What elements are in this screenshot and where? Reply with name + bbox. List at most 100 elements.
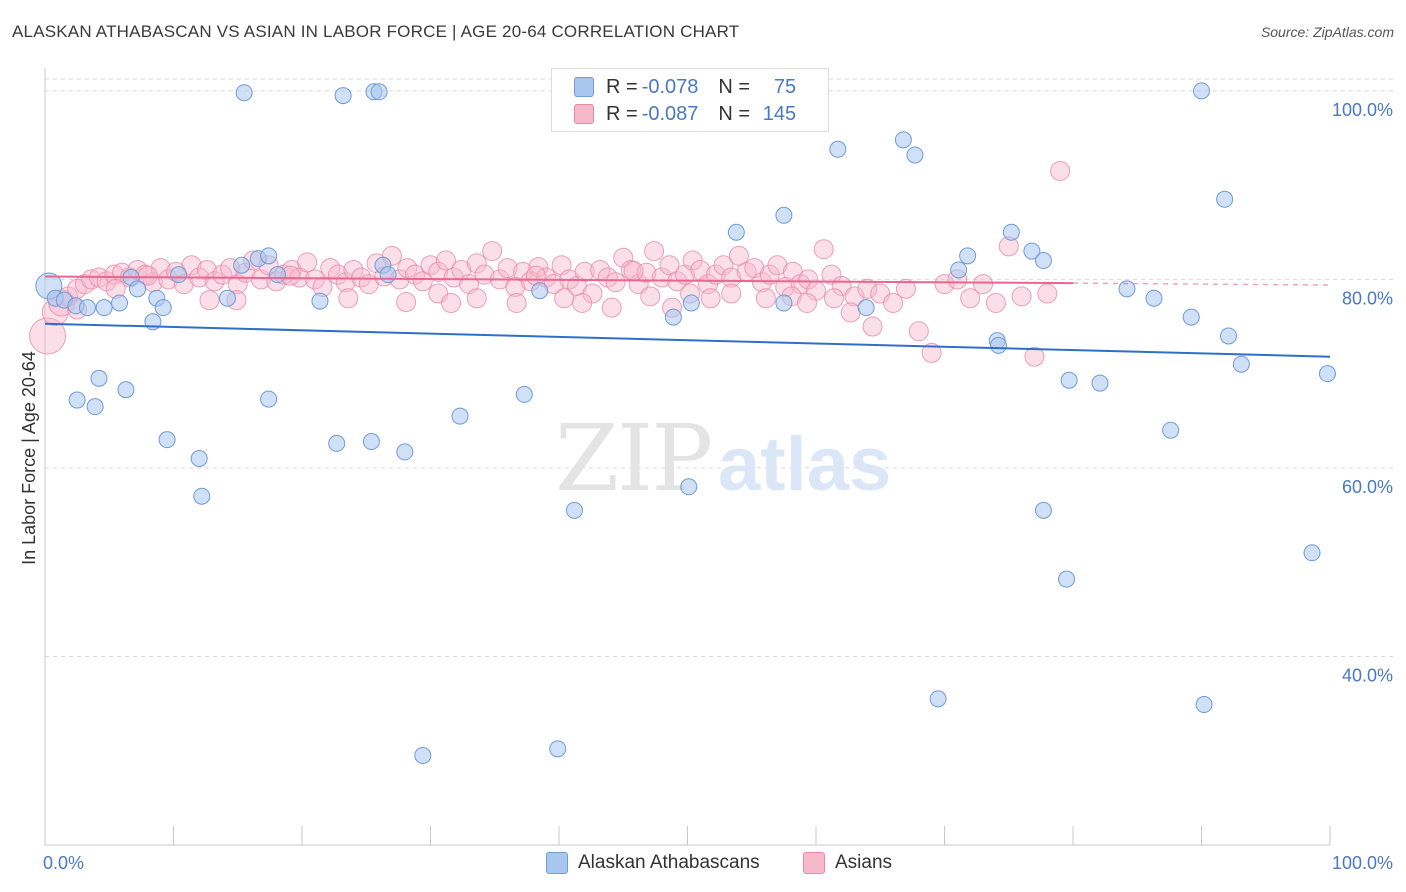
- asian-point: [640, 286, 661, 307]
- asian-point: [554, 288, 575, 309]
- asian-point: [813, 239, 834, 260]
- asian-point: [1037, 283, 1058, 304]
- asian-point: [574, 261, 595, 282]
- athabascan-trend-line: [44, 322, 1331, 358]
- gridlines: [45, 78, 1395, 657]
- athabascan-point: [193, 487, 211, 505]
- asian-point: [973, 274, 994, 295]
- athabascan-point: [531, 282, 549, 300]
- asians-points: [29, 160, 1071, 367]
- asian-point: [644, 241, 665, 262]
- athabascan-point: [154, 299, 172, 317]
- asian-point: [721, 267, 742, 288]
- x-tick-label-min: 0.0%: [43, 853, 84, 873]
- asian-point: [960, 288, 981, 309]
- r-label: R =: [606, 102, 638, 125]
- athabascan-point: [1145, 289, 1163, 307]
- athabascan-point: [95, 299, 113, 317]
- legend-item-athabascan[interactable]: Alaskan Athabascans: [546, 852, 760, 874]
- asian-point: [29, 317, 67, 355]
- athabascan-point: [311, 292, 329, 310]
- athabascan-point: [1002, 223, 1020, 241]
- athabascan-point: [894, 131, 912, 149]
- correlation-legend: R = -0.078 N = 75 R = -0.087 N = 145: [551, 68, 829, 132]
- athabascan-point: [90, 369, 108, 387]
- athabascan-point: [218, 289, 236, 307]
- athabascan-point: [68, 391, 86, 409]
- athabascan-point: [1091, 374, 1109, 392]
- pink-swatch: [574, 104, 594, 124]
- athabascan-point: [235, 84, 253, 102]
- asian-point: [528, 257, 549, 278]
- asian-point: [435, 250, 456, 271]
- athabascan-point: [775, 294, 793, 312]
- n-label: N =: [718, 102, 751, 125]
- asian-point: [338, 288, 359, 309]
- asian-point: [798, 269, 819, 290]
- asian-point: [196, 259, 217, 280]
- asian-point: [1024, 346, 1045, 367]
- axis-labels: 40.0% 60.0% 80.0% 100.0% 0.0% 100.0% In Labor …: [19, 100, 1393, 873]
- series-legend: Alaskan Athabascans Asians: [0, 852, 1406, 878]
- asian-point: [466, 253, 487, 274]
- athabascan-point: [989, 336, 1007, 354]
- asian-point: [934, 274, 955, 295]
- athabascan-point: [565, 501, 583, 519]
- asian-point: [613, 247, 634, 268]
- athabascan-point: [334, 87, 352, 105]
- athabascan-point: [959, 247, 977, 265]
- asian-point: [797, 292, 818, 313]
- n-value: 145: [762, 102, 797, 125]
- asian-point: [297, 252, 318, 273]
- asian-point: [823, 288, 844, 309]
- asian-point: [181, 255, 202, 276]
- asian-point: [525, 265, 546, 286]
- asian-point: [204, 271, 225, 292]
- r-value: -0.078: [641, 75, 699, 98]
- legend-row-athabascan: R = -0.078 N = 75: [574, 75, 796, 99]
- athabascan-point: [1193, 82, 1210, 100]
- y-tick-label: 80.0%: [1342, 288, 1393, 308]
- athabascan-point: [260, 390, 278, 408]
- athabascan-point: [1162, 421, 1180, 439]
- asian-point: [420, 255, 441, 276]
- asian-point: [921, 342, 942, 363]
- athabascan-point: [950, 261, 968, 279]
- athabascan-point: [515, 385, 533, 403]
- athabascan-point: [1195, 696, 1213, 714]
- athabascan-point: [1023, 242, 1041, 260]
- n-label: N =: [718, 75, 751, 98]
- y-tick-label: 40.0%: [1342, 665, 1393, 685]
- athabascan-point: [1034, 252, 1052, 270]
- legend-item-asians[interactable]: Asians: [803, 852, 892, 874]
- asian-point: [883, 292, 904, 313]
- watermark-zip: ZIP: [555, 405, 711, 512]
- athabascan-point: [260, 247, 278, 265]
- asian-point: [397, 258, 418, 279]
- athabascan-point: [1058, 570, 1076, 588]
- asian-point: [212, 264, 233, 285]
- asian-point: [636, 262, 657, 283]
- asian-trend-extension: [1072, 282, 1331, 286]
- athabascan-point: [328, 434, 346, 452]
- asian-point: [1050, 160, 1071, 181]
- asian-point: [428, 261, 449, 282]
- athabascan-point: [1060, 371, 1078, 389]
- asian-point: [857, 278, 878, 299]
- asian-point: [651, 267, 672, 288]
- athabascan-point: [906, 146, 924, 164]
- asian-point: [572, 292, 593, 313]
- watermark-atlas: atlas: [718, 422, 891, 507]
- asian-point: [441, 292, 462, 313]
- athabascan-point: [362, 433, 380, 451]
- asian-point: [985, 292, 1006, 313]
- athabascan-point: [929, 690, 947, 708]
- athabascan-point: [1182, 308, 1200, 326]
- source-label: Source: ZipAtlas.com: [1260, 24, 1394, 40]
- asian-point: [1011, 286, 1032, 307]
- y-tick-label: 100.0%: [1332, 100, 1393, 120]
- athabascan-point: [857, 299, 875, 317]
- asian-trend-line: [44, 275, 1074, 285]
- legend-row-asian: R = -0.087 N = 145: [574, 102, 796, 126]
